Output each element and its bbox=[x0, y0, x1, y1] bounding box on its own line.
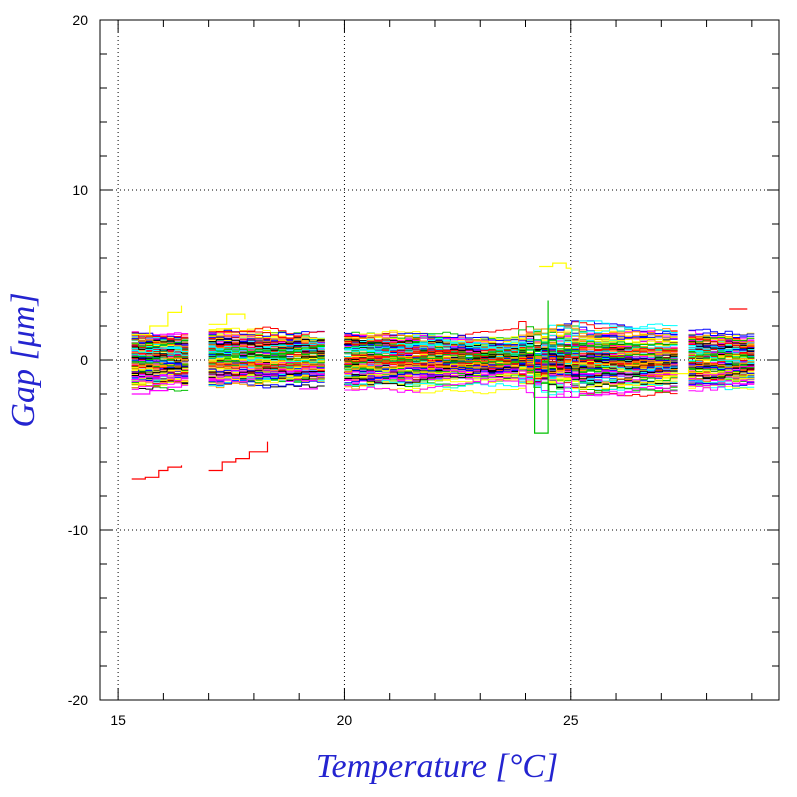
background-trace bbox=[208, 338, 325, 346]
background-trace bbox=[688, 368, 755, 379]
background-trace bbox=[344, 347, 678, 373]
background-trace bbox=[344, 366, 678, 398]
background-trace bbox=[688, 328, 755, 338]
background-trace bbox=[344, 357, 678, 376]
background-trace bbox=[208, 367, 325, 376]
series-line-3 bbox=[539, 262, 572, 270]
background-trace bbox=[208, 345, 325, 359]
background-trace bbox=[344, 339, 678, 365]
background-trace bbox=[688, 366, 755, 373]
background-trace bbox=[208, 341, 325, 352]
background-trace bbox=[131, 357, 189, 366]
background-trace bbox=[131, 355, 189, 362]
background-trace bbox=[688, 382, 755, 392]
background-trace bbox=[688, 366, 755, 379]
series-line-9 bbox=[163, 357, 183, 360]
background-trace bbox=[688, 336, 755, 343]
x-axis-title: Temperature [°C] bbox=[316, 748, 559, 785]
background-trace bbox=[344, 341, 678, 380]
background-trace bbox=[344, 339, 678, 372]
background-trace bbox=[344, 323, 678, 357]
ticks bbox=[100, 19, 779, 701]
series-line-6 bbox=[163, 347, 183, 350]
y-tick-label: 0 bbox=[80, 352, 88, 368]
background-trace bbox=[131, 339, 189, 349]
background-trace bbox=[688, 330, 755, 336]
background-trace bbox=[208, 370, 325, 384]
series-line-0 bbox=[208, 441, 269, 472]
background-trace bbox=[344, 362, 678, 395]
background-trace bbox=[131, 375, 189, 380]
background-trace bbox=[344, 364, 678, 387]
background-trace bbox=[688, 380, 755, 387]
series-line-8 bbox=[163, 367, 183, 371]
series-line-0 bbox=[131, 465, 183, 480]
background-trace bbox=[208, 341, 325, 354]
y-tick-label: 20 bbox=[72, 12, 88, 28]
background-trace bbox=[208, 368, 325, 377]
series-line-2 bbox=[131, 305, 183, 336]
background-trace bbox=[208, 327, 325, 344]
background-trace bbox=[208, 330, 325, 342]
background-trace bbox=[688, 358, 755, 365]
series-line-2 bbox=[208, 313, 246, 325]
series-line-2 bbox=[670, 368, 690, 375]
background-trace bbox=[688, 353, 755, 359]
background-trace bbox=[344, 324, 678, 350]
background-trace bbox=[344, 370, 678, 398]
background-trace bbox=[688, 381, 755, 387]
background-trace bbox=[344, 347, 678, 386]
x-tick-label: 25 bbox=[563, 712, 579, 728]
background-trace bbox=[688, 361, 755, 368]
background-trace bbox=[208, 373, 325, 384]
background-trace bbox=[688, 351, 755, 360]
background-trace bbox=[208, 331, 325, 339]
y-axis-title: Gap [μm] bbox=[5, 292, 42, 427]
background-trace bbox=[131, 334, 189, 341]
background-trace bbox=[688, 341, 755, 352]
background-trace bbox=[344, 320, 678, 357]
background-trace bbox=[131, 355, 189, 360]
background-trace bbox=[344, 356, 678, 373]
series-layer bbox=[131, 262, 755, 480]
background-trace bbox=[688, 352, 755, 359]
x-tick-label: 15 bbox=[110, 712, 126, 728]
background-trace bbox=[131, 382, 189, 390]
background-trace bbox=[688, 370, 755, 378]
background-trace bbox=[688, 336, 755, 349]
background-trace bbox=[688, 372, 755, 382]
y-tick-label: 10 bbox=[72, 182, 88, 198]
series-line-4 bbox=[131, 383, 183, 395]
series-line-5 bbox=[516, 300, 549, 434]
background-trace bbox=[208, 362, 325, 372]
background-trace bbox=[688, 354, 755, 361]
y-tick-label: -20 bbox=[68, 692, 88, 708]
x-tick-label: 20 bbox=[337, 712, 353, 728]
background-trace bbox=[208, 356, 325, 364]
series-line-7 bbox=[163, 362, 183, 367]
background-trace bbox=[688, 349, 755, 354]
background-trace bbox=[131, 340, 189, 348]
tick-labels: 15 20 25 -20 -10 0 10 20 bbox=[68, 12, 579, 728]
background-trace bbox=[208, 344, 325, 353]
background-trace bbox=[344, 329, 678, 354]
background-trace bbox=[208, 351, 325, 363]
y-tick-label: -10 bbox=[68, 522, 88, 538]
background-trace bbox=[208, 342, 325, 349]
series-line-4 bbox=[299, 387, 318, 390]
background-trace bbox=[208, 333, 325, 346]
background-trace bbox=[208, 336, 325, 343]
